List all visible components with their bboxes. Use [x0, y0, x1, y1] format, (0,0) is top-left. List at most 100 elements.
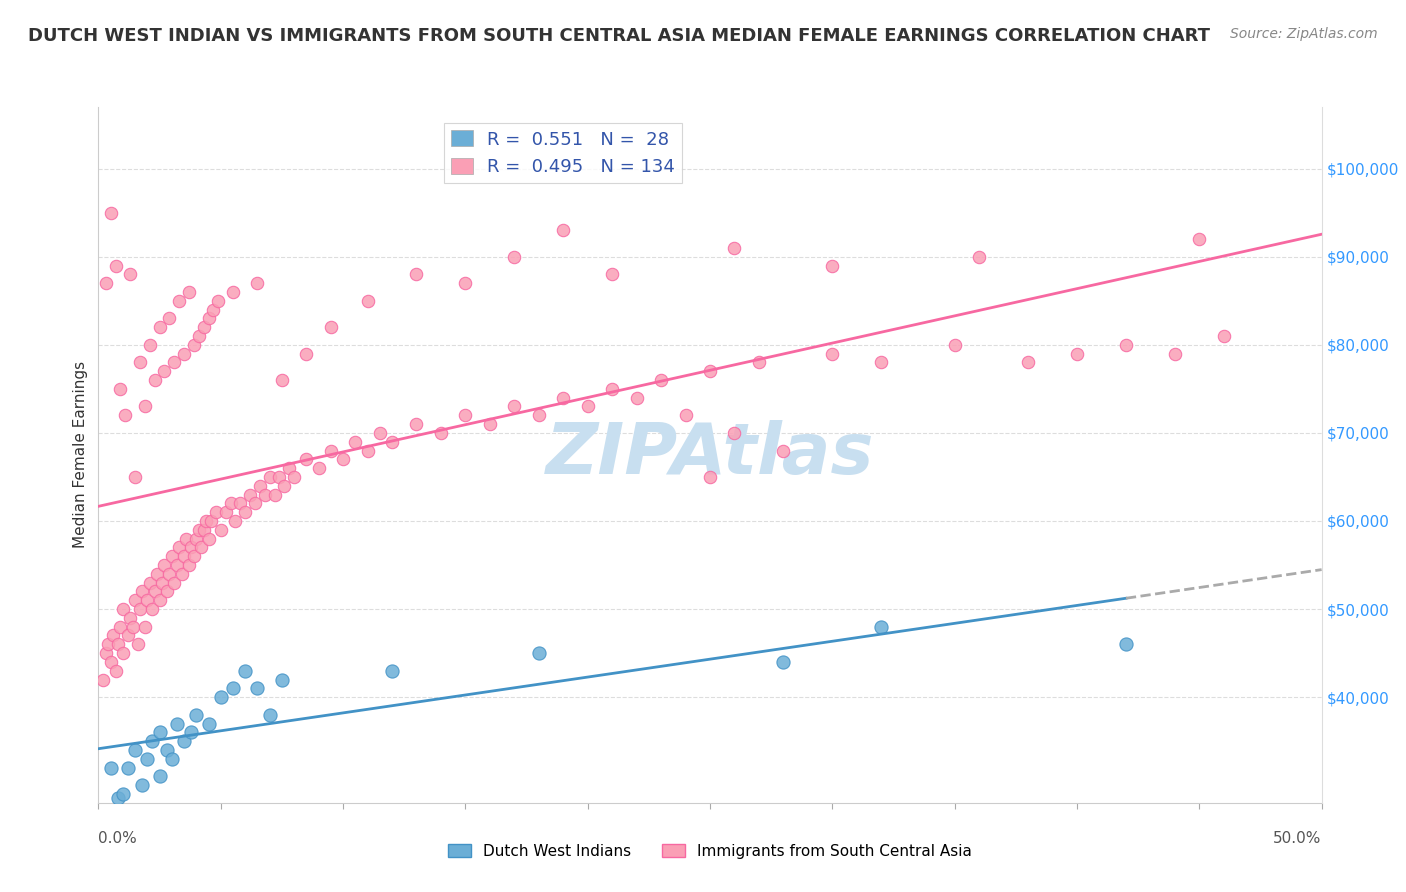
Point [1164, 346, 1187, 360]
Point [246, 276, 269, 290]
Point [1017, 355, 1039, 369]
Point [368, 425, 391, 440]
Point [219, 496, 242, 510]
Point [177, 558, 200, 572]
Point [107, 637, 129, 651]
Point [157, 566, 180, 581]
Point [699, 364, 721, 378]
Point [200, 514, 222, 528]
Text: ZIPAtlas: ZIPAtlas [546, 420, 875, 490]
Point [207, 293, 229, 308]
Point [101, 628, 124, 642]
Point [94, 276, 117, 290]
Point [149, 593, 172, 607]
Point [675, 409, 697, 423]
Point [772, 655, 794, 669]
Point [136, 593, 159, 607]
Point [124, 593, 146, 607]
Point [295, 346, 318, 360]
Point [295, 452, 318, 467]
Point [503, 250, 526, 264]
Point [156, 743, 179, 757]
Point [104, 259, 127, 273]
Point [269, 470, 291, 484]
Point [100, 761, 122, 775]
Point [319, 443, 342, 458]
Point [527, 646, 550, 660]
Point [117, 761, 139, 775]
Point [454, 409, 477, 423]
Point [139, 338, 162, 352]
Point [233, 664, 256, 678]
Point [104, 664, 127, 678]
Point [229, 496, 252, 510]
Point [149, 769, 172, 783]
Point [134, 400, 156, 414]
Point [124, 470, 146, 484]
Point [246, 681, 269, 696]
Point [111, 787, 134, 801]
Point [107, 791, 129, 805]
Point [117, 628, 139, 642]
Point [381, 434, 404, 449]
Point [150, 575, 173, 590]
Point [131, 778, 153, 792]
Point [100, 205, 122, 219]
Point [167, 541, 190, 555]
Point [527, 409, 550, 423]
Point [821, 346, 844, 360]
Point [723, 241, 745, 255]
Point [454, 276, 477, 290]
Point [97, 637, 120, 651]
Text: DUTCH WEST INDIAN VS IMMIGRANTS FROM SOUTH CENTRAL ASIA MEDIAN FEMALE EARNINGS C: DUTCH WEST INDIAN VS IMMIGRANTS FROM SOU… [28, 27, 1211, 45]
Point [222, 285, 245, 299]
Point [111, 646, 134, 660]
Point [748, 355, 770, 369]
Point [143, 373, 166, 387]
Point [356, 443, 378, 458]
Point [131, 584, 153, 599]
Point [202, 302, 225, 317]
Point [723, 425, 745, 440]
Point [129, 355, 152, 369]
Point [183, 549, 205, 564]
Point [124, 743, 146, 757]
Point [186, 707, 208, 722]
Point [308, 461, 330, 475]
Point [553, 391, 575, 405]
Point [259, 470, 281, 484]
Point [177, 285, 200, 299]
Point [209, 690, 232, 705]
Point [166, 716, 188, 731]
Point [120, 268, 142, 282]
Point [259, 707, 281, 722]
Point [141, 734, 163, 748]
Point [193, 320, 215, 334]
Point [156, 584, 179, 599]
Point [478, 417, 501, 431]
Point [173, 549, 195, 564]
Point [127, 637, 149, 651]
Point [319, 320, 342, 334]
Point [153, 364, 176, 378]
Point [187, 329, 209, 343]
Point [180, 725, 202, 739]
Point [600, 268, 623, 282]
Point [143, 584, 166, 599]
Point [129, 602, 152, 616]
Point [146, 566, 169, 581]
Point [943, 338, 966, 352]
Point [270, 373, 294, 387]
Point [94, 646, 117, 660]
Point [91, 673, 114, 687]
Point [149, 320, 172, 334]
Point [344, 434, 367, 449]
Point [576, 400, 599, 414]
Point [283, 470, 305, 484]
Point [173, 346, 195, 360]
Point [650, 373, 672, 387]
Point [120, 611, 142, 625]
Point [180, 541, 202, 555]
Point [821, 259, 844, 273]
Point [160, 549, 183, 564]
